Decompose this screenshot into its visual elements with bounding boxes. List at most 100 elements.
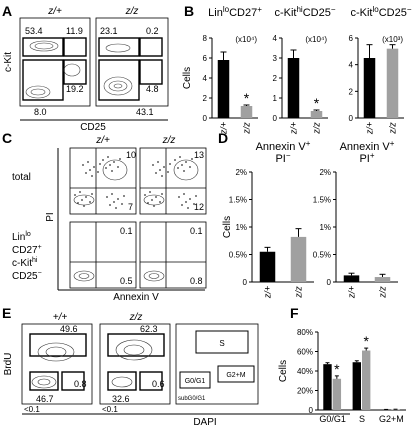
y-axis-label: Cells: [278, 360, 289, 382]
y-tick-label: 0: [203, 114, 208, 123]
pct-e-left-sub: <0.1: [24, 405, 40, 414]
bar: [352, 362, 361, 410]
pct-c-gated-het-lr: 0.5: [120, 276, 133, 286]
chart-title: Annexin V+ PI−: [256, 139, 311, 165]
cellcycle-plot-left: 49.6 46.7 0.8 <0.1: [21, 323, 93, 414]
lbl-ckit: c-Kit: [12, 258, 32, 269]
annexin-plot-gated-het: 0.1 0.5: [69, 221, 137, 289]
genotype-label-c-left: z/+: [95, 135, 110, 146]
pct-a-right-tl: 23.1: [100, 26, 118, 36]
y-tick-label: 1.5%: [229, 196, 247, 205]
pct-a-right-b: 43.1: [136, 107, 154, 117]
bar: [259, 251, 276, 282]
y-tick-label: 2%: [319, 168, 331, 177]
y-tick-label: 4: [203, 74, 208, 83]
panel-label-d: D: [218, 130, 228, 146]
title-sup: +: [306, 139, 311, 148]
flow-plot-a-right: 23.1 0.2 4.8 43.1: [95, 17, 169, 117]
title-part: c-Kit: [350, 7, 372, 19]
annexin-plot-gated-hom: 0.1 0.8: [139, 221, 207, 289]
pct-e-right-g0g1: 32.6: [112, 394, 130, 404]
pct-a-left-b: 8.0: [34, 107, 47, 117]
pct-c-total-hom-ur: 13: [194, 150, 204, 160]
y-tick-label: 0.5%: [229, 251, 247, 260]
legend-g2m: G2+M: [226, 372, 245, 379]
legend-s: S: [219, 339, 224, 348]
panel-label-c: C: [2, 130, 12, 146]
multiplier-label: (x10³): [382, 35, 403, 44]
lbl-lin-sup: lo: [25, 231, 31, 238]
lbl-cd27-sup: +: [38, 244, 42, 251]
bar: [374, 277, 391, 282]
bar-chart-b2: 0 1 2 3 4 c-KithiCD25− (x10⁴) z/+ * z/z: [273, 5, 336, 135]
annexin-plot-total-hom: 13 12: [139, 147, 207, 215]
bar-chart-b3: 0 2 4 6 c-KitloCD25− (x10³) z/+ z/z: [349, 5, 412, 135]
bar-chart-b1: 0 2 4 6 8 LinloCD27+ (x10⁴) Cells z/+ * z/z: [182, 5, 262, 135]
panel-label-f: F: [290, 305, 299, 321]
pct-c-gated-hom-lr: 0.8: [190, 276, 203, 286]
panel-label-a: A: [2, 3, 12, 19]
category-label: G0/G1: [319, 414, 346, 424]
bar: [240, 106, 253, 118]
y-axis-label: Cells: [222, 216, 233, 238]
bar: [343, 275, 360, 282]
chart-title: LinloCD27+: [208, 5, 262, 19]
bar: [310, 111, 323, 118]
y-tick-label: 0: [273, 114, 278, 123]
pct-e-left-g2m: 0.8: [74, 379, 87, 389]
bar: [287, 58, 300, 118]
y-tick-label: 2: [203, 94, 208, 103]
title-part: c-Kit: [274, 7, 296, 19]
svg-text:Linlo: Linlo: [12, 231, 31, 243]
pct-c-total-het-ur: 10: [126, 150, 136, 160]
pct-e-right-g2m: 0.6: [152, 379, 165, 389]
bar: [217, 60, 230, 118]
cellcycle-plot-right: 62.3 32.6 0.6 <0.1: [99, 323, 171, 414]
title-sup: hi: [296, 5, 302, 14]
lbl-cd27: CD27: [12, 245, 38, 256]
category-label: z/z: [388, 122, 398, 135]
y-tick-label: 8: [203, 34, 208, 43]
title-sup: −: [331, 5, 336, 14]
bar: [332, 378, 342, 410]
svg-text:c-Kithi: c-Kithi: [12, 257, 38, 269]
y-tick-label: 6: [203, 54, 208, 63]
bar: [363, 58, 376, 118]
bar-chart-d1: 0 0.5% 1% 1.5% 2% Annexin V+ PI− Cells z/+ z/z: [222, 139, 314, 299]
category-label: z/z: [242, 122, 252, 135]
title-part: CD25: [303, 7, 331, 19]
category-label: G2+M: [379, 414, 404, 424]
category-label: z/+: [347, 286, 357, 299]
y-tick-label: 0: [349, 114, 354, 123]
pct-c-total-het-lr: 7: [128, 202, 133, 212]
bar: [323, 364, 332, 410]
y-tick-label: 1.5%: [313, 196, 331, 205]
title-sup: +: [370, 151, 375, 160]
significance-star: *: [363, 333, 369, 349]
genotype-label-e-left: +/+: [53, 312, 68, 323]
lbl-cd25: CD25: [12, 271, 38, 282]
pct-c-total-hom-lr: 12: [194, 202, 204, 212]
lbl-cd25-sup: −: [38, 270, 42, 277]
y-tick-label: 0: [327, 278, 332, 287]
pct-a-left-tr: 11.9: [66, 26, 83, 36]
significance-star: *: [244, 90, 250, 106]
y-tick-label: 1: [273, 94, 278, 103]
y-tick-label: 20%: [297, 387, 313, 396]
title-part: Annexin V: [340, 141, 391, 153]
title-sup: lo: [372, 5, 379, 14]
category-label: z/+: [289, 122, 299, 135]
genotype-label-c-right: z/z: [162, 135, 176, 146]
title-sup: −: [407, 5, 412, 14]
bar-chart-f: 0 20% 40% 60% 80% Cells * G0/G1 * S G2+M: [278, 328, 406, 424]
pct-e-right-sub: <0.1: [102, 405, 118, 414]
svg-text:CD27+: CD27+: [12, 244, 42, 256]
y-tick-label: 1%: [235, 223, 247, 232]
lbl-lin: Lin: [12, 232, 25, 243]
genotype-label-e-right: z/z: [129, 312, 143, 323]
pct-a-left-tl: 53.4: [25, 26, 43, 36]
bar: [362, 350, 371, 410]
panel-label-e: E: [2, 305, 11, 321]
pct-c-gated-het-ur: 0.1: [120, 226, 133, 236]
